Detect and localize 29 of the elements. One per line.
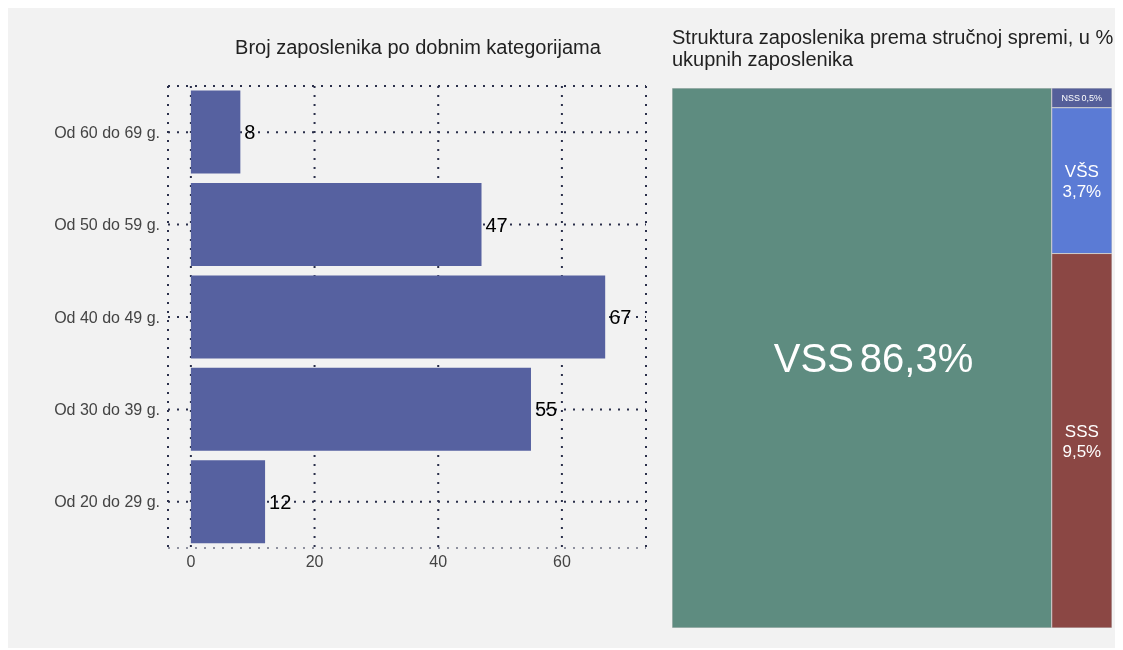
text: Struktura zaposlenika prema stručnoj spremi, u % ukupnih zaposlenika <box>672 26 1115 70</box>
category-label: NSS <box>1061 92 1081 103</box>
bar <box>190 90 241 174</box>
data-label: 86,3% <box>859 336 974 380</box>
data-label: 0,5% <box>1081 92 1102 103</box>
data-label: 67 <box>609 306 632 329</box>
data-label: 8 <box>244 121 256 144</box>
category-label: SSS <box>1064 421 1099 441</box>
x-tick-label: 0 <box>186 553 196 571</box>
category-label: VSS <box>773 336 854 380</box>
y-tick-label: Od 50 do 59 g. <box>54 216 160 234</box>
data-label: 3,7% <box>1062 181 1102 201</box>
bar <box>190 275 606 359</box>
data-label: 55 <box>534 398 558 421</box>
data-label: 47 <box>485 213 508 236</box>
x-tick-label: 60 <box>553 553 571 571</box>
x-tick-label: 20 <box>305 553 324 571</box>
y-tick-label: Od 20 do 29 g. <box>54 493 160 511</box>
chart-title: Broj zaposlenika po dobnim kategorijama <box>234 36 602 59</box>
data-label: 9,5% <box>1062 441 1102 461</box>
bar <box>190 460 266 544</box>
category-label: VŠS <box>1064 161 1099 181</box>
y-tick-label: Od 30 do 39 g. <box>54 401 160 419</box>
x-tick-label: 40 <box>429 553 448 571</box>
bar <box>190 367 531 451</box>
bar <box>190 183 482 267</box>
data-label: 12 <box>269 490 292 513</box>
y-tick-label: Od 40 do 49 g. <box>54 308 160 326</box>
y-tick-label: Od 60 do 69 g. <box>54 123 160 141</box>
